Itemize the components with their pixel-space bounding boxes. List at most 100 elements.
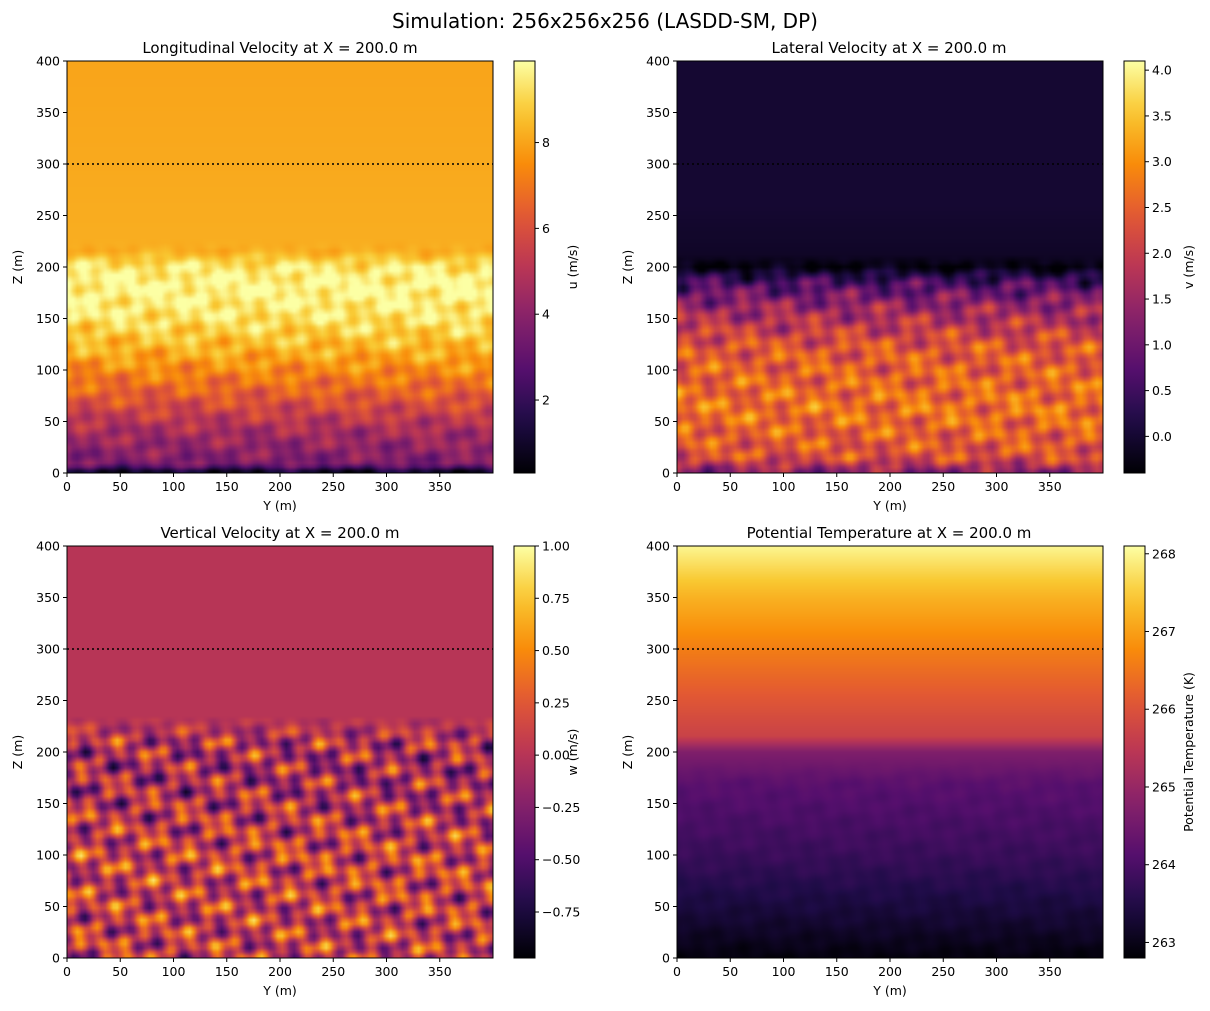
x-axis-label: Y (m)	[872, 498, 907, 513]
y-tick-label: 200	[36, 745, 60, 760]
y-tick-label: 100	[646, 848, 670, 863]
y-tick-label: 350	[646, 590, 670, 605]
y-tick-label: 0	[52, 951, 60, 966]
y-axis-label: Z (m)	[620, 250, 635, 284]
x-tick-label: 300	[375, 479, 399, 494]
x-tick-label: 0	[673, 964, 681, 979]
y-tick-label: 50	[44, 414, 60, 429]
colorbar-tick-label: 3.0	[1152, 154, 1172, 169]
colorbar	[513, 545, 536, 959]
y-tick-label: 350	[646, 105, 670, 120]
x-axis-label: Y (m)	[262, 498, 297, 513]
x-tick-label: 50	[722, 964, 738, 979]
panel-potential-temperature: Potential Temperature at X = 200.0 m 0 50…	[620, 524, 1196, 998]
colorbar-tick-label: −0.75	[542, 904, 580, 919]
colorbar-tick-label: 4.0	[1152, 63, 1172, 78]
colorbar-label: w (m/s)	[565, 729, 580, 776]
x-tick-label: 300	[375, 964, 399, 979]
colorbar	[513, 60, 536, 474]
figure-title: Simulation: 256x256x256 (LASDD-SM, DP)	[392, 9, 818, 33]
heatmap-image	[677, 61, 1103, 473]
y-tick-label: 200	[646, 260, 670, 275]
x-tick-label: 50	[112, 964, 128, 979]
x-tick-label: 150	[825, 964, 849, 979]
y-axis-label: Z (m)	[10, 735, 25, 769]
colorbar-tick-label: 266	[1152, 702, 1176, 717]
x-axis-label: Y (m)	[872, 983, 907, 998]
x-tick-label: 150	[825, 479, 849, 494]
x-tick-label: 100	[772, 479, 796, 494]
x-tick-label: 50	[112, 479, 128, 494]
y-tick-label: 100	[36, 848, 60, 863]
panel-title: Potential Temperature at X = 200.0 m	[747, 524, 1032, 542]
x-tick-label: 100	[772, 964, 796, 979]
x-tick-label: 350	[1038, 964, 1062, 979]
x-tick-label: 0	[63, 479, 71, 494]
y-tick-label: 150	[36, 311, 60, 326]
y-tick-label: 150	[36, 796, 60, 811]
y-tick-label: 300	[646, 642, 670, 657]
colorbar-label: Potential Temperature (K)	[1181, 672, 1196, 832]
y-tick-label: 150	[646, 311, 670, 326]
colorbar-tick-label: 1.0	[1152, 337, 1172, 352]
x-tick-label: 100	[162, 479, 186, 494]
y-tick-label: 250	[646, 693, 670, 708]
colorbar-tick-label: 263	[1152, 935, 1176, 950]
y-tick-label: 50	[654, 899, 670, 914]
y-tick-label: 200	[646, 745, 670, 760]
y-tick-label: 0	[662, 466, 670, 481]
y-tick-label: 250	[646, 208, 670, 223]
x-tick-label: 300	[985, 479, 1009, 494]
colorbar-label: u (m/s)	[565, 245, 580, 290]
y-axis-label: Z (m)	[620, 735, 635, 769]
colorbar-tick-label: 4	[542, 307, 550, 322]
x-tick-label: 250	[931, 964, 955, 979]
x-tick-label: 250	[321, 479, 345, 494]
panel-vertical-velocity: Vertical Velocity at X = 200.0 m 0 50 100 1…	[10, 524, 580, 998]
y-tick-label: 0	[662, 951, 670, 966]
y-tick-label: 250	[36, 208, 60, 223]
x-tick-label: 350	[428, 479, 452, 494]
y-tick-label: 400	[646, 54, 670, 69]
colorbar-tick-label: 0.75	[542, 591, 570, 606]
x-tick-label: 250	[321, 964, 345, 979]
colorbar-tick-label: 2.0	[1152, 246, 1172, 261]
colorbar-tick-label: 264	[1152, 857, 1176, 872]
x-tick-label: 200	[268, 479, 292, 494]
x-axis-label: Y (m)	[262, 983, 297, 998]
x-tick-label: 250	[931, 479, 955, 494]
y-tick-label: 250	[36, 693, 60, 708]
y-axis-label: Z (m)	[10, 250, 25, 284]
heatmap-image	[67, 546, 493, 958]
colorbar	[1123, 60, 1146, 474]
panel-longitudinal-velocity: Longitudinal Velocity at X = 200.0 m 0 50…	[10, 39, 580, 513]
x-tick-label: 100	[162, 964, 186, 979]
y-tick-label: 100	[646, 363, 670, 378]
panel-title: Lateral Velocity at X = 200.0 m	[771, 39, 1006, 57]
panel-title: Longitudinal Velocity at X = 200.0 m	[142, 39, 417, 57]
x-tick-label: 200	[268, 964, 292, 979]
colorbar-label: v (m/s)	[1181, 245, 1196, 289]
colorbar-tick-label: 0.50	[542, 643, 570, 658]
colorbar-tick-label: 1.00	[542, 539, 570, 554]
colorbar	[1123, 545, 1146, 959]
y-tick-label: 300	[36, 642, 60, 657]
panel-lateral-velocity: Lateral Velocity at X = 200.0 m 0 50 100 15…	[620, 39, 1196, 513]
colorbar-tick-label: 0.00	[542, 748, 570, 763]
heatmap-image	[677, 546, 1103, 958]
y-tick-label: 50	[654, 414, 670, 429]
heatmap-image	[67, 61, 493, 473]
x-tick-label: 350	[1038, 479, 1062, 494]
colorbar-tick-label: 8	[542, 135, 550, 150]
colorbar-tick-label: 3.5	[1152, 108, 1172, 123]
x-tick-label: 0	[63, 964, 71, 979]
x-tick-label: 150	[215, 479, 239, 494]
y-tick-label: 100	[36, 363, 60, 378]
y-tick-label: 350	[36, 590, 60, 605]
colorbar-tick-label: 0.5	[1152, 383, 1172, 398]
y-tick-label: 300	[36, 157, 60, 172]
colorbar-tick-label: −0.50	[542, 852, 580, 867]
x-tick-label: 350	[428, 964, 452, 979]
x-tick-label: 50	[722, 479, 738, 494]
